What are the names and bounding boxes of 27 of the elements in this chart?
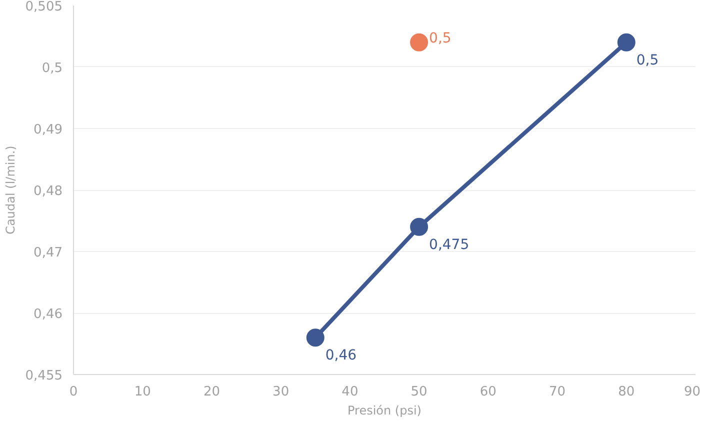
point <box>410 33 428 52</box>
x-tick-label: 40 <box>342 384 358 400</box>
data-label: 0,5 <box>636 52 659 68</box>
data-label: 0,5 <box>429 30 452 46</box>
x-tick-label: 70 <box>549 384 566 400</box>
x-axis-title: Presión (psi) <box>348 404 422 418</box>
y-tick-label: 0,5 <box>42 60 63 76</box>
point <box>617 33 636 52</box>
x-tick-label: 0 <box>69 384 78 400</box>
y-tick-label: 0,47 <box>34 245 63 260</box>
x-tick-label: 30 <box>272 384 290 400</box>
y-axis-title: Caudal (l/min.) <box>3 146 18 234</box>
data-label: 0,46 <box>325 348 357 364</box>
y-tick-label: 0,505 <box>25 0 62 14</box>
y-tick-label: 0,46 <box>34 307 63 322</box>
x-tick-label: 50 <box>410 384 428 400</box>
point <box>306 328 324 347</box>
y-tick-label: 0,49 <box>34 122 63 138</box>
x-tick-label: 90 <box>684 384 701 400</box>
x-tick-label: 20 <box>203 384 220 400</box>
x-tick-label: 10 <box>134 384 151 400</box>
data-label: 0,475 <box>429 236 470 253</box>
x-tick-label: 80 <box>618 384 635 400</box>
y-tick-label: 0,455 <box>25 368 62 384</box>
x-tick-label: 60 <box>480 384 496 400</box>
point <box>410 218 428 236</box>
y-tick-label: 0,48 <box>34 184 63 199</box>
